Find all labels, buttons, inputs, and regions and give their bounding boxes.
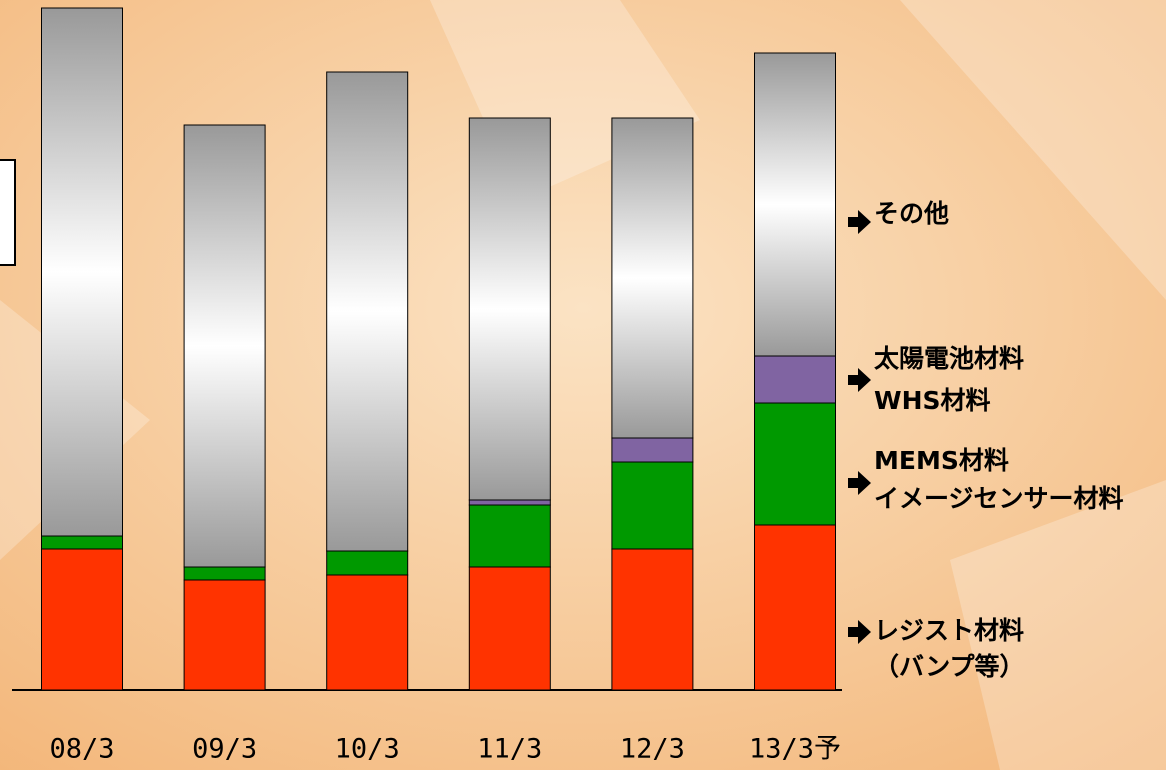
x-tick-label: 13/3予 [749,734,841,765]
bar-segment [611,548,694,691]
legend-label: MEMS材料 [874,446,1009,475]
legend-label: （バンプ等） [874,652,1025,681]
bar-segment [326,71,409,552]
bar-segment [41,548,123,691]
legend-label: 太陽電池材料 [874,344,1024,373]
side-box [0,159,16,266]
bar-segment [183,579,266,691]
bar-segment [611,117,694,439]
bar-segment [754,52,836,357]
bar-segment [41,535,123,550]
x-tick-label: 08/3 [49,734,114,765]
bar-segment [468,499,551,506]
legend-label: レジスト材料 [874,616,1024,645]
x-tick-label: 09/3 [192,734,257,765]
x-tick-label: 10/3 [335,734,400,765]
bar-segment [468,566,551,691]
bar-segment [754,402,836,526]
legend-arrow [848,368,871,392]
legend-label: その他 [874,199,949,228]
bar-segment [754,355,836,404]
bar-segment [754,524,836,691]
legend-label: イメージセンサー材料 [874,484,1124,513]
bar-segment [611,461,694,550]
legend-label: WHS材料 [874,386,991,415]
legend-arrow [848,620,871,644]
bar-segment [611,437,694,463]
bar-segment [41,7,123,537]
bar-segment [326,574,409,691]
x-tick-label: 11/3 [477,734,542,765]
bar-segment [326,550,409,576]
bar-segment [183,566,266,581]
bar-segment [468,504,551,568]
bar-segment [183,124,266,568]
x-tick-label: 12/3 [620,734,685,765]
legend-arrow [848,210,871,234]
legend-arrow [848,471,871,495]
bar-segment [468,117,551,501]
